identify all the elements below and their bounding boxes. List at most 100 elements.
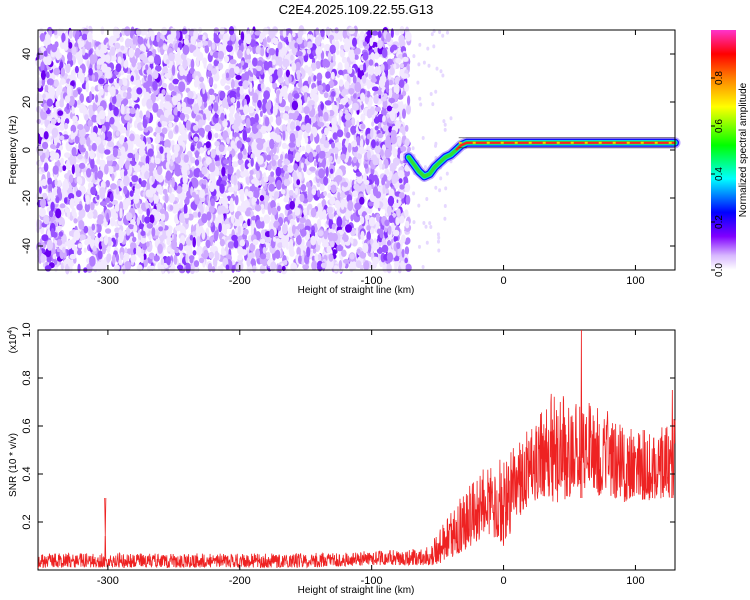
spectrogram-cell xyxy=(354,54,359,60)
spectrogram-cell xyxy=(222,208,230,214)
spectrogram-cell xyxy=(120,45,125,51)
spectrogram-cell xyxy=(65,63,71,74)
spectrogram-cell xyxy=(78,38,82,50)
spectrogram-cell xyxy=(138,177,142,184)
spectrogram-cell xyxy=(373,198,380,209)
spectrogram-cell xyxy=(132,236,137,243)
spectrogram-cell xyxy=(198,127,205,137)
spectrogram-cell xyxy=(245,33,252,45)
spectrogram-cell xyxy=(217,212,224,223)
spectrogram-cell xyxy=(230,97,236,103)
spectrogram-cell xyxy=(306,41,313,49)
spectrogram-cell xyxy=(68,230,73,237)
spectrogram-cell xyxy=(289,249,295,257)
spectrogram-cell xyxy=(344,81,350,90)
spectrogram-cell xyxy=(344,139,349,148)
spectrogram-cell xyxy=(370,127,374,139)
spectrogram-cell xyxy=(115,130,120,137)
spectrogram-cell xyxy=(118,135,126,145)
spectrogram-cell xyxy=(87,119,94,127)
spectrogram-cell xyxy=(68,29,73,39)
spectrogram-cell xyxy=(209,246,216,253)
spectrogram-cell xyxy=(320,236,325,243)
spectrogram-cell xyxy=(53,29,58,36)
spectrogram-cell xyxy=(114,203,120,212)
spectrogram-cell xyxy=(67,239,73,250)
spectrogram-cell xyxy=(50,228,55,238)
spectrogram-cell xyxy=(263,176,269,183)
spectrogram-cell xyxy=(349,253,355,260)
spectrogram-cell xyxy=(275,249,281,259)
spectrogram-cell xyxy=(130,75,134,82)
spectrogram-cell xyxy=(71,207,76,217)
spectrogram-cell xyxy=(282,130,286,141)
spectrogram-cell xyxy=(74,65,79,74)
spectrogram-cell xyxy=(272,37,279,43)
spectrogram-cell xyxy=(171,177,175,188)
spectrogram-cell xyxy=(72,115,78,123)
spectrogram-cell xyxy=(136,28,142,36)
spectrogram-cell xyxy=(318,150,326,159)
spectrogram-cell xyxy=(117,56,122,65)
spectrogram-cell xyxy=(283,259,288,266)
spectrogram-cell xyxy=(259,110,263,118)
spectrogram-cell xyxy=(75,190,82,198)
spectrogram-cell xyxy=(229,197,234,208)
spectrogram-cell xyxy=(379,158,383,170)
spectrogram-cell xyxy=(316,72,323,82)
spectrogram-cell xyxy=(64,205,68,213)
spectrogram-cell xyxy=(269,116,274,123)
spectrogram-cell xyxy=(128,99,133,105)
spectrogram-cell xyxy=(334,199,341,209)
spectrogram-cell xyxy=(371,139,376,149)
spectrogram-cell xyxy=(40,253,46,263)
spectrogram-cell xyxy=(196,42,203,48)
spectrogram-cell xyxy=(402,108,406,119)
spectrogram-cell xyxy=(303,207,308,216)
spectrogram-cell xyxy=(135,117,142,123)
spectrogram-cell xyxy=(77,249,82,256)
spectrogram-cell xyxy=(301,157,306,164)
spectrogram-cell xyxy=(245,125,251,134)
spectrogram-cell xyxy=(205,141,211,149)
spectrogram-cell xyxy=(72,89,79,98)
spectrogram-cell xyxy=(67,259,74,268)
spectrogram-cell xyxy=(57,110,64,116)
spectrogram-cell xyxy=(77,154,83,160)
spectrogram-cell xyxy=(404,138,410,147)
spectrogram-cell xyxy=(124,114,131,121)
spectrogram-cell xyxy=(142,29,148,36)
spectrogram-cell xyxy=(193,103,200,115)
spectrogram-cell xyxy=(266,146,270,154)
spectrogram-cell xyxy=(341,249,347,257)
spectrogram-cell xyxy=(120,126,127,134)
spectrogram-cell xyxy=(119,36,124,43)
spectrogram-cell xyxy=(199,189,206,199)
spectrogram-cell xyxy=(350,214,354,222)
spectrogram-cell xyxy=(96,138,101,146)
spectrogram-cell xyxy=(407,95,411,106)
spectrogram-cell xyxy=(274,191,280,199)
spectrogram-cell xyxy=(211,266,216,273)
spectrogram-cell xyxy=(111,208,116,217)
spectrogram-cell xyxy=(101,125,106,133)
spectrogram-cell xyxy=(395,57,402,64)
spectrogram-cell xyxy=(45,34,51,42)
spectrogram-cell xyxy=(293,163,298,171)
spectrogram-cell xyxy=(399,215,405,224)
spectrogram-cell xyxy=(300,162,304,169)
spectrogram-cell xyxy=(115,253,120,263)
spectrogram-cell xyxy=(214,217,219,228)
spectrogram-cell xyxy=(52,165,59,175)
spectrogram-cell xyxy=(130,26,135,35)
spectrogram-cell xyxy=(404,239,410,245)
spectrogram-cell xyxy=(333,265,339,273)
spectrogram-cell xyxy=(294,110,300,117)
spectrogram-cell xyxy=(338,260,343,270)
spectrogram-cell xyxy=(340,98,346,105)
spectrogram-cell xyxy=(351,102,359,111)
spectrogram-cell xyxy=(184,196,190,206)
spectrogram-cell xyxy=(59,78,66,85)
spectrogram-cell xyxy=(59,145,64,151)
spectrogram-cell xyxy=(263,60,269,71)
